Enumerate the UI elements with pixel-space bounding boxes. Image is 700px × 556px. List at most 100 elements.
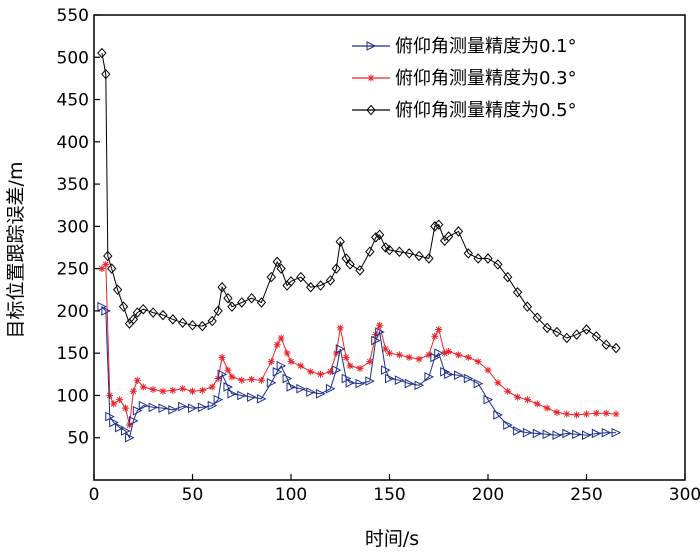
- data-point: [169, 386, 177, 394]
- data-point: [107, 263, 117, 274]
- data-point: [504, 387, 512, 395]
- data-point: [148, 402, 159, 413]
- data-point: [601, 427, 612, 438]
- data-point: [434, 348, 444, 358]
- data-point: [473, 253, 483, 264]
- data-point: [158, 309, 168, 321]
- data-point: [207, 400, 218, 411]
- data-point: [326, 368, 334, 376]
- data-point: [371, 232, 381, 243]
- series-line: [101, 52, 617, 349]
- data-point: [335, 236, 345, 247]
- data-point: [158, 403, 169, 413]
- data-point: [133, 376, 141, 384]
- data-point: [331, 263, 341, 274]
- data-point: [592, 409, 600, 417]
- data-point: [247, 392, 257, 402]
- data-point: [335, 344, 346, 354]
- data-point: [404, 248, 414, 259]
- data-point: [115, 422, 125, 433]
- data-point: [213, 394, 224, 405]
- x-tick-label: 0: [89, 485, 100, 505]
- data-point: [523, 396, 531, 404]
- x-tick-label: 100: [275, 485, 307, 505]
- data-point: [315, 280, 326, 291]
- data-point: [286, 382, 297, 392]
- data-point: [431, 332, 439, 340]
- legend-marker: [366, 41, 377, 51]
- series-3: [97, 47, 621, 354]
- data-point: [385, 373, 395, 384]
- data-point: [223, 292, 233, 304]
- data-point: [124, 432, 135, 443]
- data-point: [355, 265, 365, 276]
- data-point: [371, 335, 381, 346]
- data-point: [122, 404, 130, 412]
- data-point: [187, 320, 198, 331]
- data-point: [276, 263, 286, 274]
- data-point: [266, 271, 276, 283]
- data-point: [404, 378, 415, 389]
- data-point: [493, 259, 503, 270]
- y-tick-label: 200: [57, 302, 89, 322]
- data-point: [463, 248, 473, 259]
- data-point: [445, 347, 453, 355]
- data-point: [552, 326, 562, 338]
- data-point: [138, 400, 149, 411]
- data-point: [101, 68, 111, 80]
- y-tick-label: 300: [57, 217, 89, 237]
- y-tick-label: 550: [57, 6, 89, 26]
- data-point: [189, 387, 196, 395]
- data-point: [582, 430, 592, 440]
- data-point: [483, 253, 493, 264]
- legend-label: 俯仰角测量精度为0.3°: [395, 68, 577, 89]
- data-point: [148, 307, 158, 318]
- data-point: [237, 390, 247, 401]
- data-point: [512, 287, 523, 298]
- data-point: [257, 376, 265, 384]
- data-point: [128, 314, 139, 325]
- data-point: [198, 386, 206, 394]
- data-point: [128, 416, 139, 426]
- data-point: [97, 47, 107, 59]
- data-point: [522, 301, 533, 312]
- data-point: [168, 314, 178, 325]
- data-point: [381, 365, 391, 375]
- data-point: [287, 358, 295, 366]
- data-point: [238, 376, 246, 384]
- data-point: [453, 370, 464, 380]
- data-point: [532, 428, 543, 439]
- data-point: [464, 353, 472, 361]
- data-point: [405, 353, 413, 361]
- data-point: [129, 387, 137, 395]
- data-point: [325, 275, 336, 286]
- y-tick-label: 400: [57, 133, 89, 153]
- data-point: [454, 351, 462, 359]
- data-point: [325, 383, 336, 394]
- data-point: [98, 265, 106, 273]
- data-point: [227, 301, 237, 312]
- data-point: [227, 388, 238, 399]
- data-point: [493, 410, 503, 420]
- y-tick-label: 350: [57, 175, 89, 195]
- data-point: [336, 324, 344, 332]
- data-point: [376, 321, 384, 329]
- data-point: [414, 250, 424, 262]
- y-axis-title: 目标位置跟踪误差/m: [5, 162, 27, 339]
- data-point: [425, 351, 433, 359]
- data-point: [224, 366, 232, 374]
- data-point: [223, 382, 234, 392]
- data-point: [101, 306, 111, 316]
- data-point: [266, 377, 277, 388]
- data-point: [296, 271, 306, 283]
- data-point: [374, 229, 385, 241]
- data-point: [444, 369, 454, 380]
- data-point: [365, 246, 375, 257]
- data-point: [197, 320, 208, 332]
- data-point: [533, 400, 541, 408]
- data-point: [394, 246, 405, 257]
- data-point: [331, 365, 342, 375]
- x-axis-title: 时间/s: [365, 528, 419, 550]
- data-point: [218, 353, 226, 361]
- data-point: [453, 226, 464, 237]
